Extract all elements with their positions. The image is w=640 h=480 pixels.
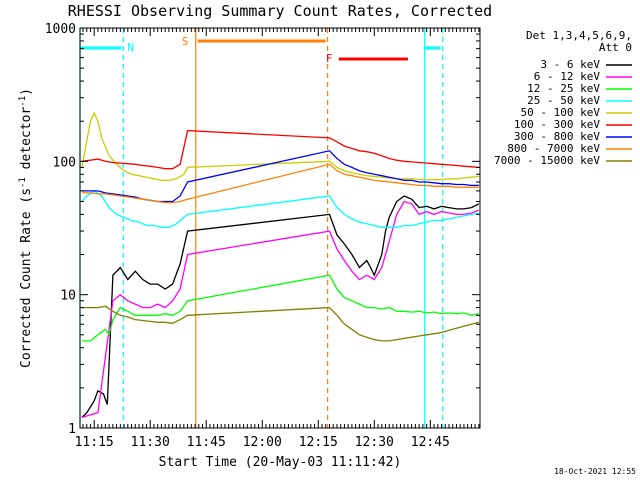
flare-label: F <box>326 52 333 65</box>
x-tick-label: 12:30 <box>355 435 394 450</box>
date-stamp: 18-Oct-2021 12:55 <box>554 467 636 476</box>
x-axis: 11:15 11:30 11:45 12:00 12:15 12:30 12:45 <box>75 28 480 450</box>
y-tick-label: 1000 <box>45 22 76 37</box>
legend-label-3: 25 - 50 keV <box>527 94 600 107</box>
series-layer <box>81 111 480 419</box>
x-tick-label: 11:30 <box>131 435 170 450</box>
legend-label-6: 300 - 800 keV <box>514 130 600 143</box>
series-line-2 <box>81 274 480 342</box>
legend-label-0: 3 - 6 keV <box>540 58 600 71</box>
series-line-0 <box>81 195 480 418</box>
legend-label-8: 7000 - 15000 keV <box>494 154 600 167</box>
legend-label-4: 50 - 100 keV <box>521 106 601 119</box>
legend-header-line2: Att 0 <box>599 41 632 54</box>
x-tick-label: 12:45 <box>411 435 450 450</box>
x-tick-label: 12:00 <box>243 435 282 450</box>
legend-header-line1: Det 1,3,4,5,6,9, <box>526 29 632 42</box>
series-line-3 <box>81 190 480 228</box>
y-axis: 1 10 100 1000 <box>45 22 480 437</box>
series-line-8 <box>81 305 480 342</box>
series-line-1 <box>81 200 480 419</box>
x-tick-label: 12:15 <box>299 435 338 450</box>
interval-markers: N S F <box>79 28 444 428</box>
y-axis-label-sup2: -1 <box>18 96 28 107</box>
y-tick-label: 100 <box>53 155 76 170</box>
x-axis-label: Start Time (20-May-03 11:11:42) <box>159 455 402 470</box>
series-line-5 <box>81 129 479 170</box>
series-line-7 <box>81 163 479 204</box>
y-axis-label-main: Corrected Count Rate (s <box>19 188 34 368</box>
chart-title: RHESSI Observing Summary Count Rates, Co… <box>68 2 492 20</box>
y-axis-label: Corrected Count Rate (s-1 detector-1) <box>18 88 34 368</box>
y-axis-label-mid: detector <box>19 107 34 178</box>
y-tick-label: 1 <box>68 422 76 437</box>
series-line-6 <box>81 150 479 203</box>
y-axis-label-end: ) <box>19 88 34 96</box>
x-tick-label: 11:45 <box>187 435 226 450</box>
y-axis-label-sup1: -1 <box>18 177 28 188</box>
night-label: N <box>127 41 134 54</box>
x-tick-label: 11:15 <box>75 435 114 450</box>
legend-label-5: 100 - 300 keV <box>514 118 600 131</box>
legend-label-1: 6 - 12 keV <box>534 70 601 83</box>
y-tick-label: 10 <box>60 289 76 304</box>
legend-label-2: 12 - 25 keV <box>527 82 600 95</box>
saa-label: S <box>182 35 189 48</box>
legend-label-7: 800 - 7000 keV <box>507 142 600 155</box>
plot-frame <box>79 27 481 429</box>
series-line-4 <box>81 111 479 182</box>
